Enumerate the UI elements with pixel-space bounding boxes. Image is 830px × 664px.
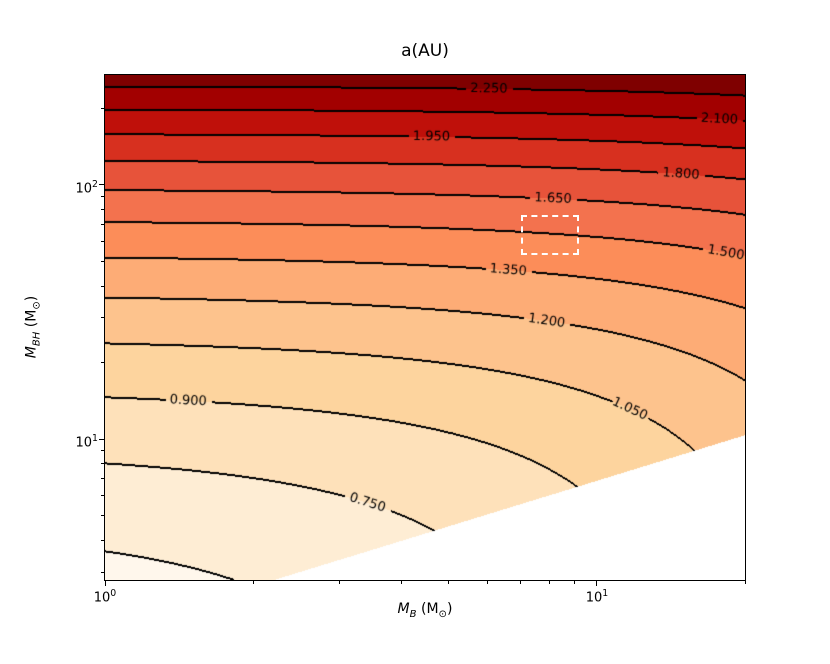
x-label-unit-open: (M bbox=[416, 601, 439, 617]
x-tick-exp: 1 bbox=[602, 588, 609, 599]
x-axis-label: MB (M⊙) bbox=[105, 601, 745, 620]
x-minor-tick bbox=[339, 581, 341, 584]
y-minor-tick bbox=[101, 240, 104, 242]
x-tick-label-10: 101 bbox=[572, 586, 622, 606]
x-tick-base: 10 bbox=[585, 590, 603, 606]
y-minor-tick bbox=[101, 478, 104, 480]
y-label-symbol: M bbox=[23, 346, 40, 359]
sun-symbol: ⊙ bbox=[438, 608, 447, 620]
x-minor-tick bbox=[252, 581, 254, 584]
y-tick-base: 10 bbox=[75, 181, 93, 197]
x-label-subscript: B bbox=[409, 608, 417, 620]
y-tick-exp: 2 bbox=[92, 179, 98, 190]
y-minor-tick bbox=[101, 260, 104, 262]
x-label-unit-close: ) bbox=[447, 601, 453, 617]
sun-symbol: ⊙ bbox=[31, 301, 43, 310]
y-minor-tick bbox=[101, 223, 104, 225]
y-minor-tick bbox=[101, 362, 104, 364]
y-tick-label-100: 102 bbox=[54, 177, 99, 197]
chart-title: a(AU) bbox=[401, 41, 449, 61]
x-tick-label-1: 100 bbox=[80, 586, 130, 606]
x-minor-tick bbox=[400, 581, 402, 584]
y-minor-tick bbox=[101, 107, 104, 109]
y-minor-tick bbox=[101, 195, 104, 197]
y-minor-tick bbox=[101, 571, 104, 573]
x-minor-tick bbox=[573, 581, 575, 584]
y-minor-tick bbox=[101, 495, 104, 497]
x-minor-tick bbox=[548, 581, 550, 584]
contour-plot-canvas bbox=[105, 75, 745, 580]
x-tick-exp: 0 bbox=[110, 588, 117, 599]
y-minor-tick bbox=[101, 317, 104, 319]
y-major-tick bbox=[99, 184, 104, 186]
y-minor-tick bbox=[101, 463, 104, 465]
y-minor-tick bbox=[101, 208, 104, 210]
y-label-unit-close: ) bbox=[23, 295, 40, 302]
y-axis-label: MBH (M⊙) bbox=[24, 296, 43, 359]
x-tick-base: 10 bbox=[93, 590, 111, 606]
x-minor-tick bbox=[744, 581, 746, 584]
y-label-unit-open: (M bbox=[23, 309, 40, 332]
x-major-tick bbox=[596, 581, 598, 586]
x-label-symbol: M bbox=[397, 601, 410, 617]
x-major-tick bbox=[104, 581, 106, 586]
y-major-tick bbox=[99, 438, 104, 440]
y-minor-tick bbox=[101, 285, 104, 287]
y-minor-tick bbox=[101, 450, 104, 452]
x-minor-tick bbox=[487, 581, 489, 584]
y-tick-exp: 1 bbox=[92, 433, 98, 444]
y-tick-base: 10 bbox=[75, 435, 93, 451]
plot-area bbox=[104, 74, 746, 581]
x-minor-tick bbox=[448, 581, 450, 584]
y-tick-label-10: 101 bbox=[54, 431, 99, 451]
y-label-subscript: BH bbox=[31, 331, 43, 347]
y-minor-tick bbox=[101, 515, 104, 517]
y-minor-tick bbox=[101, 540, 104, 542]
x-minor-tick bbox=[520, 581, 522, 584]
